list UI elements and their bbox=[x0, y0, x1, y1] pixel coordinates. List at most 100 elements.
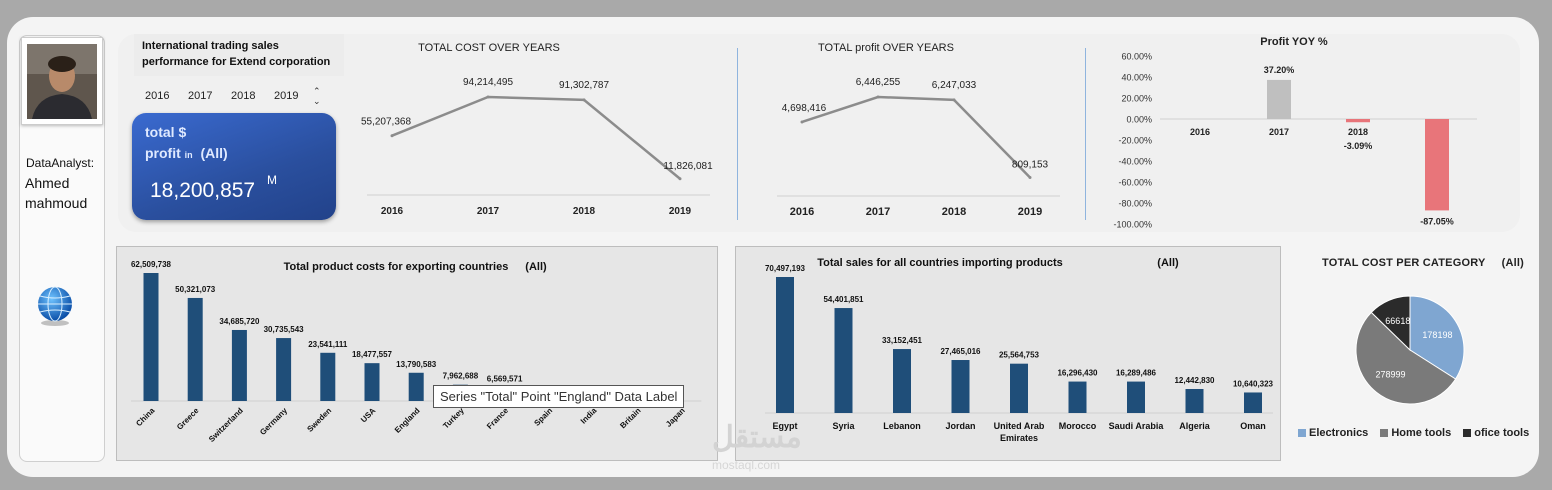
x-tick-label: Greece bbox=[175, 406, 201, 432]
data-point bbox=[390, 134, 394, 138]
title-box bbox=[134, 34, 344, 76]
chart-filter: (All) bbox=[1157, 257, 1179, 269]
watermark-url: mostaql.com bbox=[712, 458, 781, 472]
data-label: 27,465,016 bbox=[940, 347, 981, 356]
x-tick-label: England bbox=[393, 406, 422, 435]
x-tick-label: Japan bbox=[664, 406, 687, 429]
legend-item-ofice-tools[interactable]: ofice tools bbox=[1463, 427, 1529, 439]
profit-yoy-chart: Profit YOY % 60.00% 40.00% 20.00% 0.00% -20.0… bbox=[1113, 36, 1477, 230]
data-label: 18,477,557 bbox=[352, 350, 393, 359]
analyst-label: DataAnalyst: bbox=[26, 156, 95, 170]
cost-over-years-chart: TOTAL COST OVER YEARS 55,207,368 2016 94,21… bbox=[361, 42, 713, 217]
x-tick-label: 2017 bbox=[866, 206, 890, 218]
data-label: 54,401,851 bbox=[823, 295, 864, 304]
x-tick-label: 2017 bbox=[477, 206, 500, 217]
bar bbox=[1346, 119, 1370, 123]
year-button-2017[interactable]: 2017 bbox=[188, 90, 213, 102]
legend-item-electronics[interactable]: Electronics bbox=[1298, 427, 1368, 439]
kpi-line2-small: in bbox=[184, 150, 193, 160]
x-tick-label: Syria bbox=[832, 421, 855, 431]
data-label: 12,442,830 bbox=[1174, 376, 1215, 385]
y-tick-label: -40.00% bbox=[1118, 157, 1152, 167]
data-label: 4,698,416 bbox=[782, 103, 827, 114]
bar bbox=[187, 297, 203, 401]
x-tick-label: Lebanon bbox=[883, 421, 921, 431]
y-tick-label: 0.00% bbox=[1126, 115, 1152, 125]
chart-filter: (All) bbox=[525, 261, 547, 273]
pie-slice bbox=[1370, 295, 1411, 352]
bar bbox=[834, 308, 853, 413]
cost-per-category-pie: 178198 278999 66618 bbox=[1355, 295, 1465, 405]
pie-legend: Electronics Home tools ofice tools bbox=[1298, 427, 1529, 439]
x-tick-label: 2018 bbox=[573, 206, 596, 217]
data-label: 33,152,451 bbox=[882, 336, 923, 345]
year-button-2019[interactable]: 2019 bbox=[274, 90, 299, 102]
pie-title-filter: (All) bbox=[1501, 257, 1524, 269]
data-label: 16,289,486 bbox=[1116, 369, 1157, 378]
bar bbox=[1185, 388, 1204, 413]
bar bbox=[951, 360, 970, 413]
x-tick-label: Saudi Arabia bbox=[1109, 421, 1165, 431]
bar bbox=[1127, 381, 1145, 413]
legend-label: Home tools bbox=[1391, 427, 1452, 439]
globe-icon bbox=[38, 286, 72, 326]
kpi-line2-a: profit bbox=[145, 145, 181, 161]
slice-label: 178198 bbox=[1422, 330, 1452, 340]
data-point bbox=[1028, 175, 1032, 179]
data-point bbox=[876, 95, 880, 99]
bar bbox=[893, 349, 911, 413]
y-tick-label: 20.00% bbox=[1121, 94, 1152, 104]
data-label: -87.05% bbox=[1420, 216, 1454, 226]
divider-1 bbox=[737, 48, 738, 220]
data-label: 30,735,543 bbox=[264, 325, 305, 334]
chevron-down-icon[interactable]: ⌄ bbox=[313, 96, 321, 106]
watermark-logo: مستقل bbox=[712, 421, 802, 454]
profit-kpi-card: total $ profit in (All) 18,200,857 M bbox=[132, 113, 336, 220]
legend-label: ofice tools bbox=[1474, 427, 1530, 439]
x-tick-label: Switzerland bbox=[207, 406, 245, 444]
x-tick-label: China bbox=[134, 406, 156, 428]
data-label: 6,247,033 bbox=[932, 80, 977, 91]
profit-over-years-chart: TOTAL profit OVER YEARS 4,698,416 2016 6,44… bbox=[777, 42, 1060, 218]
x-tick-label: France bbox=[485, 406, 510, 431]
data-label: 6,446,255 bbox=[856, 77, 901, 88]
exporting-panel bbox=[116, 246, 718, 461]
x-tick-label: United Arab bbox=[994, 421, 1045, 431]
x-tick-label: Sweden bbox=[305, 406, 333, 434]
year-button-2016[interactable]: 2016 bbox=[145, 90, 170, 102]
bar bbox=[1068, 381, 1087, 413]
data-label: 23,541,111 bbox=[308, 340, 348, 349]
dashboard-title: International trading sales performance … bbox=[142, 40, 331, 68]
kpi-line1: total $ bbox=[145, 124, 187, 140]
data-label: 7,962,688 bbox=[443, 372, 479, 381]
year-button-2018[interactable]: 2018 bbox=[231, 90, 256, 102]
year-spinner[interactable]: ⌃ ⌄ bbox=[313, 86, 321, 106]
data-label: 809,153 bbox=[1012, 159, 1049, 170]
data-label: -3.09% bbox=[1344, 141, 1373, 151]
avatar bbox=[27, 44, 97, 119]
data-label: 94,214,495 bbox=[463, 77, 513, 88]
bar bbox=[1244, 392, 1262, 413]
kpi-unit: M bbox=[267, 173, 277, 187]
chart-title: Profit YOY % bbox=[1260, 36, 1328, 48]
pie-title-text: TOTAL COST PER CATEGORY bbox=[1322, 257, 1486, 269]
analyst-name: Ahmed mahmoud bbox=[25, 175, 88, 211]
data-label-tooltip: Series "Total" Point "England" Data Labe… bbox=[433, 385, 685, 408]
series-line bbox=[801, 95, 1031, 179]
y-tick-label: -60.00% bbox=[1118, 178, 1152, 188]
bar bbox=[408, 372, 424, 401]
legend-item-home-tools[interactable]: Home tools bbox=[1380, 427, 1451, 439]
y-tick-label: -20.00% bbox=[1118, 136, 1152, 146]
importing-countries-chart: Total sales for all countries importing … bbox=[765, 257, 1274, 443]
top-panel bbox=[118, 34, 1520, 232]
chart-title: TOTAL profit OVER YEARS bbox=[818, 42, 954, 54]
x-tick-label: USA bbox=[359, 406, 377, 424]
x-tick-label: India bbox=[579, 406, 599, 426]
data-label: 37.20% bbox=[1264, 65, 1295, 75]
data-point bbox=[486, 95, 490, 99]
chevron-up-icon[interactable]: ⌃ bbox=[313, 86, 321, 96]
year-slicer: 2016 2017 2018 2019 bbox=[145, 90, 317, 102]
bar bbox=[1010, 363, 1028, 413]
x-tick-label: Morocco bbox=[1059, 421, 1097, 431]
data-label: 16,296,430 bbox=[1057, 369, 1098, 378]
